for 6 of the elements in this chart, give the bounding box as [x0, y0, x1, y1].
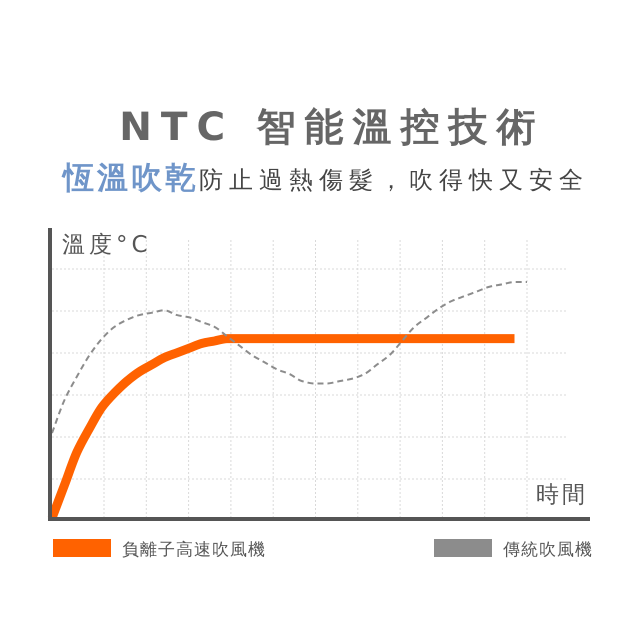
chart-subtitle: 恆溫吹乾防止過熱傷髮，吹得快又安全	[61, 160, 589, 196]
y-axis-title: 溫度°C	[62, 232, 152, 258]
x-axis-title: 時間	[536, 482, 588, 508]
chart-title: NTC 智能溫控技術	[119, 105, 545, 150]
legend-label: 傳統吹風機	[502, 540, 593, 560]
legend-label: 負離子高速吹風機	[122, 540, 266, 560]
